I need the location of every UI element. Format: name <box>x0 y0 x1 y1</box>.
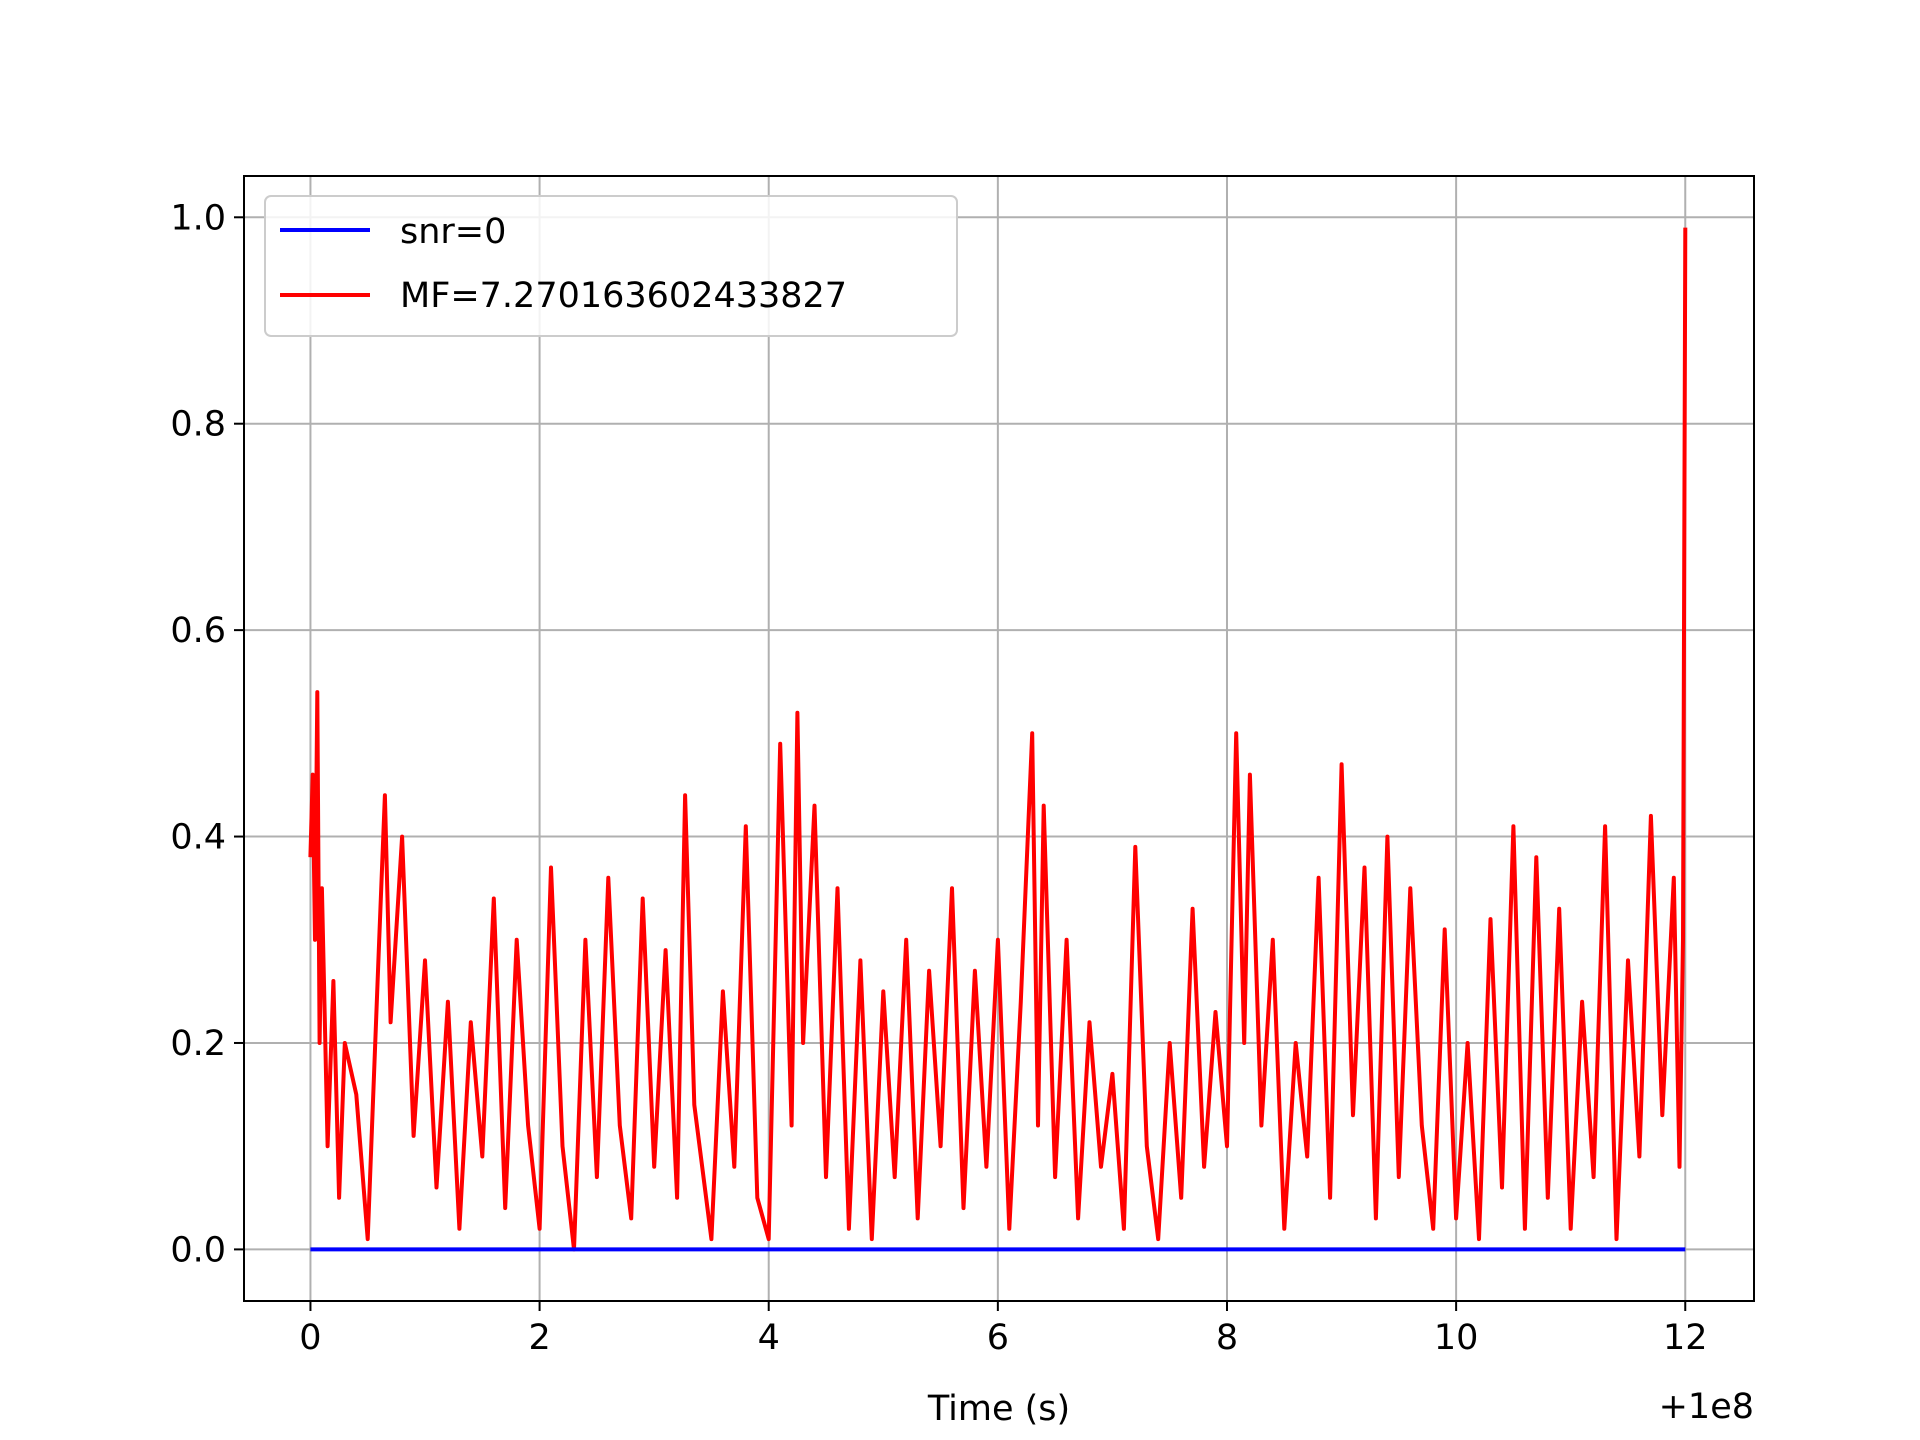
y-tick-label: 0.6 <box>170 611 226 651</box>
plot-frame <box>243 175 1755 1302</box>
x-tick-label: 0 <box>299 1318 321 1358</box>
y-tick-label: 1.0 <box>170 198 226 238</box>
x-tick-label: 4 <box>758 1318 780 1358</box>
axis-ticks: 0 2 4 6 8 10 12 0.0 0.2 0.4 0.6 0.8 1.0 <box>170 198 1707 1358</box>
x-axis-offset-label: +1e8 <box>1659 1387 1754 1427</box>
x-tick-label: 6 <box>987 1318 1009 1358</box>
legend-label-mf: MF=7.270163602433827 <box>400 276 847 316</box>
x-tick-label: 8 <box>1216 1318 1238 1358</box>
x-tick-label: 12 <box>1663 1318 1708 1358</box>
y-tick-label: 0.2 <box>170 1024 226 1064</box>
y-tick-label: 0.4 <box>170 818 226 858</box>
x-tick-label: 2 <box>528 1318 550 1358</box>
y-tick-label: 0.0 <box>170 1230 226 1270</box>
y-tick-label: 0.8 <box>170 405 226 445</box>
x-axis-label: Time (s) <box>927 1389 1070 1429</box>
plot-series <box>308 227 1688 1252</box>
series-line-1 <box>308 227 1688 1252</box>
legend-label-snr: snr=0 <box>400 212 506 252</box>
x-tick-label: 10 <box>1434 1318 1479 1358</box>
legend: snr=0 MF=7.270163602433827 <box>264 195 958 337</box>
legend-box <box>264 195 958 337</box>
